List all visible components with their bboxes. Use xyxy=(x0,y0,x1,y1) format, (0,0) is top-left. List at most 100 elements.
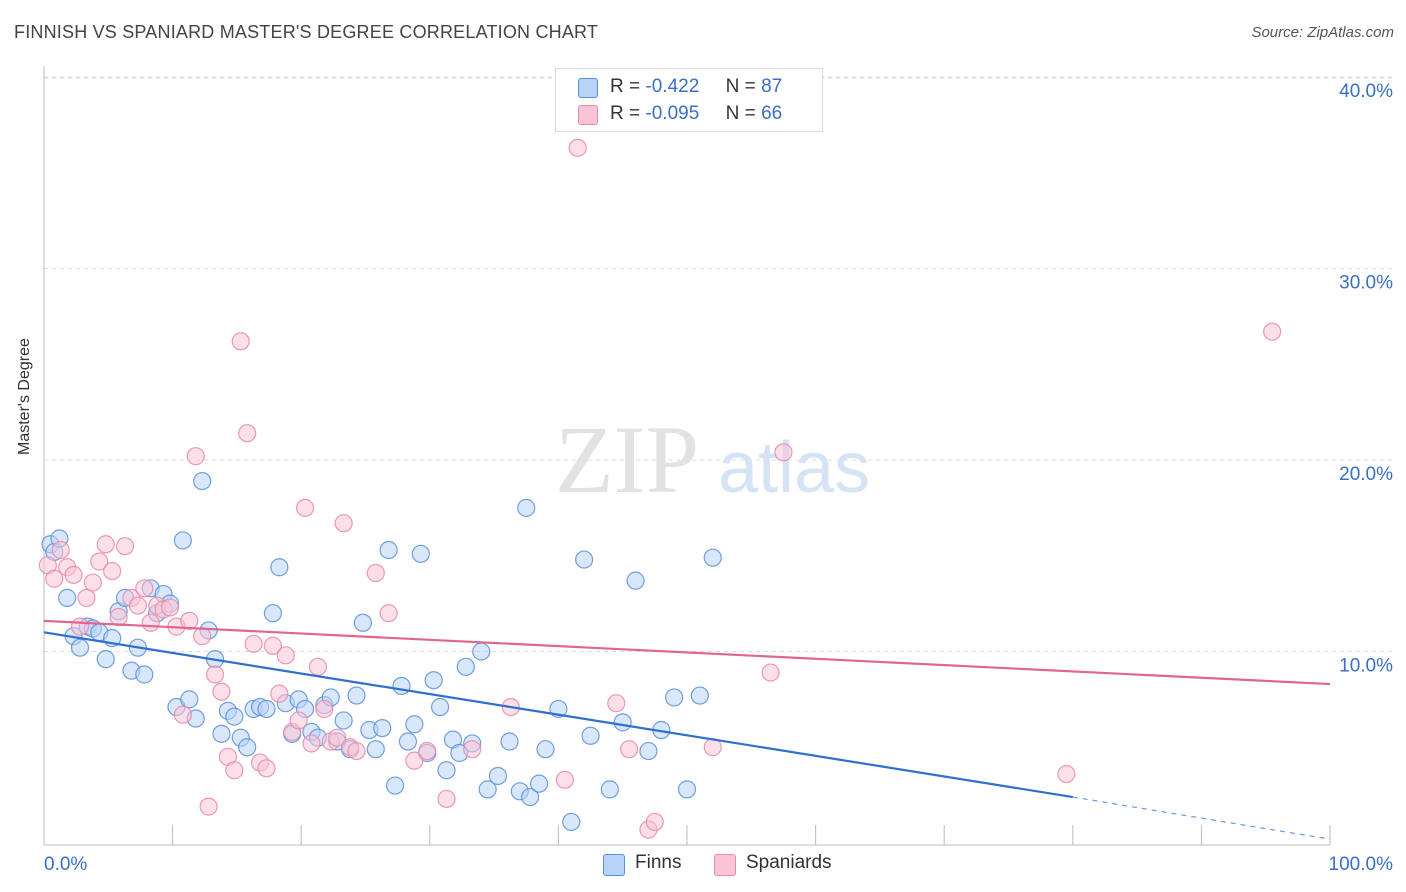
spaniards-point xyxy=(437,789,456,809)
spaniards-point xyxy=(45,569,64,588)
source-label: Source: ZipAtlas.com xyxy=(1251,24,1394,41)
spaniards-point xyxy=(366,563,385,583)
spaniards-point xyxy=(141,613,160,632)
finns-point xyxy=(500,732,519,751)
legend-r-label: R = xyxy=(610,103,641,124)
finns-point xyxy=(392,676,411,696)
spaniards-point xyxy=(761,663,780,682)
spaniards-point xyxy=(160,598,180,617)
finns-point xyxy=(478,780,497,799)
spaniards-point xyxy=(308,657,328,676)
finns-point xyxy=(212,724,231,743)
y-tick-label: 10.0% xyxy=(1339,656,1393,677)
finns-point xyxy=(193,471,212,491)
axes xyxy=(43,66,1331,846)
stats-legend: R = -0.422 N = 87 R = -0.095 N = 66 xyxy=(555,68,823,132)
finns-point xyxy=(398,732,418,751)
spaniards-point xyxy=(205,665,225,684)
spaniards-point xyxy=(263,636,283,655)
finns-point xyxy=(96,650,115,669)
legend-r-value: -0.422 xyxy=(645,76,700,97)
finns-point xyxy=(257,699,276,719)
legend-r-value: -0.095 xyxy=(645,103,700,124)
finns-point xyxy=(456,657,475,676)
finns-point xyxy=(613,713,632,732)
finns-point xyxy=(58,588,77,607)
finns-point xyxy=(581,726,600,745)
spaniards-point xyxy=(418,741,437,761)
legend-n-value: 87 xyxy=(761,76,783,97)
spaniards-point xyxy=(238,424,257,443)
finns-point xyxy=(424,671,443,690)
finns-point xyxy=(405,715,424,734)
spaniards-point xyxy=(328,728,347,747)
spaniards-point xyxy=(212,682,231,701)
finns-point xyxy=(238,738,257,757)
y-tick-label: 30.0% xyxy=(1339,273,1393,294)
finns-point xyxy=(347,686,366,705)
finns-point xyxy=(373,718,392,738)
spaniards-point xyxy=(231,332,250,351)
spaniards-point xyxy=(315,699,334,719)
grid-lines xyxy=(44,76,1392,652)
finns-point xyxy=(472,642,491,661)
spaniards-point xyxy=(257,759,276,778)
spaniards-point xyxy=(173,705,192,724)
finns-label: Finns xyxy=(635,852,682,873)
spaniards-point xyxy=(128,596,147,615)
spaniards-point xyxy=(90,552,109,571)
spaniards-point xyxy=(379,604,398,623)
legend-swatch-finns xyxy=(578,78,598,98)
finns-trend-line xyxy=(43,631,1073,799)
finns-point xyxy=(430,697,450,717)
finns-point xyxy=(562,812,581,832)
finns-point xyxy=(411,544,430,563)
spaniards-point xyxy=(109,607,128,627)
spaniards-point xyxy=(77,588,96,607)
spaniards-point xyxy=(193,627,212,646)
finns-point xyxy=(521,787,540,807)
spaniards-point xyxy=(83,573,102,592)
spaniards-point xyxy=(463,740,482,759)
series-legend: Finns Spaniards xyxy=(0,852,1406,878)
finns-point xyxy=(353,613,373,632)
y-axis-label: Master's Degree xyxy=(16,338,33,455)
finns-point xyxy=(536,740,555,759)
x-tick-label: 0.0% xyxy=(44,854,87,875)
finns-point xyxy=(665,688,684,707)
spaniards-label: Spaniards xyxy=(746,852,832,873)
watermark-atlas: atlas xyxy=(718,428,870,508)
finns-point xyxy=(690,686,709,705)
y-tick-label: 40.0% xyxy=(1339,81,1393,102)
finns-point xyxy=(437,761,456,780)
spaniards-swatch xyxy=(714,854,736,876)
spaniards-point xyxy=(607,694,626,713)
spaniards-point xyxy=(180,611,199,630)
finns-point xyxy=(173,531,192,550)
finns-point xyxy=(225,707,244,726)
x-tick-label: 100.0% xyxy=(1329,854,1394,875)
spaniards-point xyxy=(405,751,424,770)
spaniards-point xyxy=(1263,322,1282,341)
finns-point xyxy=(270,558,289,577)
spaniards-point xyxy=(347,741,366,761)
spaniards-point xyxy=(64,565,83,585)
spaniards-point xyxy=(774,443,793,462)
spaniards-point xyxy=(199,797,218,816)
finns-point xyxy=(677,780,697,799)
finns-point xyxy=(517,498,536,517)
spaniards-point xyxy=(302,734,321,753)
watermark: ZIP atlas xyxy=(555,406,870,513)
spaniards-point xyxy=(1057,764,1076,784)
chart-title: FINNISH VS SPANIARD MASTER'S DEGREE CORR… xyxy=(14,22,599,42)
spaniards-trend-line xyxy=(43,619,1331,686)
spaniards-point xyxy=(225,761,244,780)
spaniards-point xyxy=(135,579,154,598)
spaniards-point xyxy=(186,447,205,466)
legend-n-label: N = xyxy=(725,76,756,97)
spaniards-point xyxy=(115,537,135,556)
finns-point xyxy=(334,711,353,730)
spaniards-point xyxy=(334,514,353,533)
finns-point xyxy=(385,776,405,795)
